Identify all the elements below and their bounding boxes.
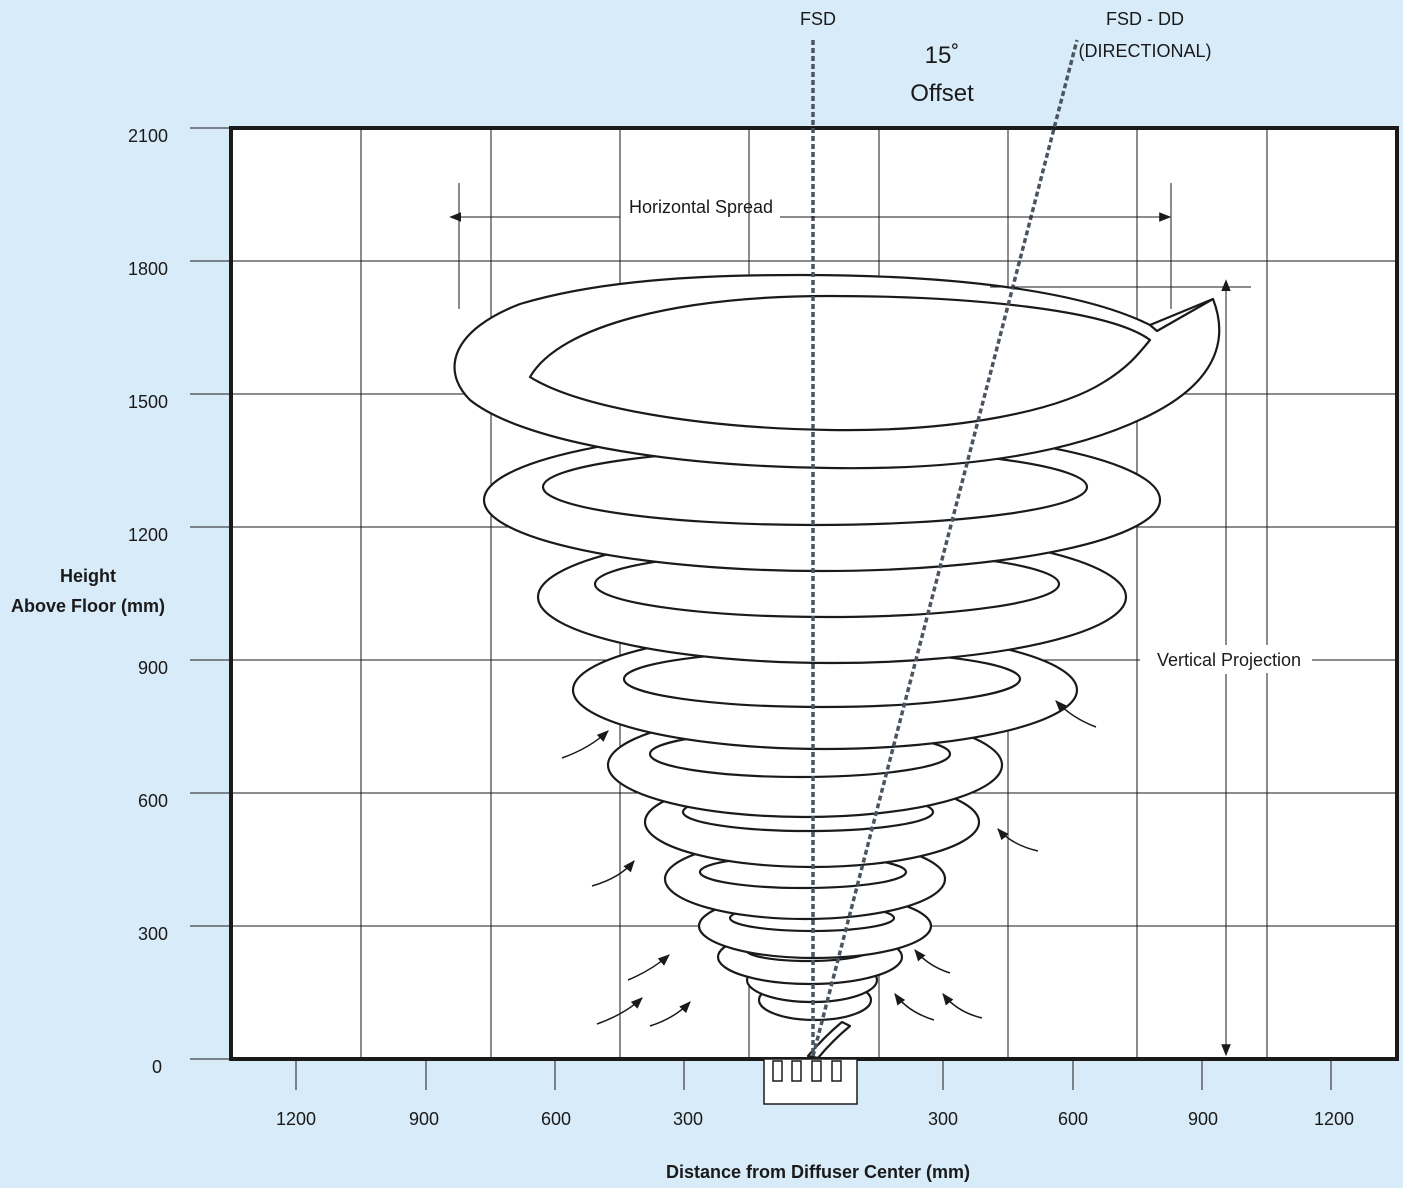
y-axis-ticks: 2100 1800 1500 1200 900 600 300 0 bbox=[128, 126, 168, 1077]
vertical-projection-dimension bbox=[990, 279, 1251, 1057]
x-axis-title: Distance from Diffuser Center (mm) bbox=[666, 1162, 970, 1182]
inflow-arrow-icon bbox=[997, 828, 1039, 852]
offset-degree-label: 15˚ bbox=[925, 42, 960, 69]
y-tick: 2100 bbox=[128, 126, 168, 146]
y-axis-title-line1: Height bbox=[60, 566, 116, 586]
x-tick: 300 bbox=[928, 1109, 958, 1129]
inflow-arrow-icon bbox=[914, 949, 951, 974]
fsd-dd-axis-line bbox=[811, 39, 1079, 1057]
x-axis-tick-marks bbox=[295, 1059, 1332, 1090]
inflow-arrow-icon bbox=[942, 993, 983, 1019]
x-tick: 600 bbox=[1058, 1109, 1088, 1129]
x-tick: 300 bbox=[673, 1109, 703, 1129]
y-tick: 1800 bbox=[128, 259, 168, 279]
x-tick: 1200 bbox=[276, 1109, 316, 1129]
y-axis-title-line2: Above Floor (mm) bbox=[11, 596, 165, 616]
fsd-dd-label: FSD - DD bbox=[1106, 9, 1184, 29]
inflow-arrow-icon bbox=[894, 993, 935, 1021]
grid bbox=[190, 127, 1397, 1060]
inflow-arrow-icon bbox=[1055, 700, 1097, 728]
diffuser-icon bbox=[763, 1058, 858, 1105]
inflow-arrow-icon bbox=[591, 860, 635, 887]
y-tick: 1200 bbox=[128, 525, 168, 545]
inflow-arrow-icon bbox=[627, 954, 670, 981]
y-tick: 0 bbox=[152, 1057, 162, 1077]
x-tick: 900 bbox=[1188, 1109, 1218, 1129]
fsd-label: FSD bbox=[800, 9, 836, 29]
vertical-projection-label-bg bbox=[1140, 645, 1312, 673]
horizontal-spread-dimension bbox=[449, 183, 1172, 309]
spiral-airflow-icon bbox=[453, 273, 1221, 1060]
x-tick: 900 bbox=[409, 1109, 439, 1129]
inflow-arrows bbox=[561, 700, 1097, 1027]
horizontal-spread-label: Horizontal Spread bbox=[629, 197, 773, 217]
x-tick: 1200 bbox=[1314, 1109, 1354, 1129]
offset-word-label: Offset bbox=[910, 80, 974, 107]
vertical-projection-label: Vertical Projection bbox=[1157, 650, 1301, 670]
y-tick: 600 bbox=[138, 791, 168, 811]
inflow-arrow-icon bbox=[561, 730, 609, 759]
y-tick: 1500 bbox=[128, 392, 168, 412]
fsd-dd-directional-label: (DIRECTIONAL) bbox=[1078, 41, 1211, 61]
inflow-arrow-icon bbox=[596, 997, 643, 1025]
inflow-arrow-icon bbox=[649, 1001, 691, 1027]
x-tick: 600 bbox=[541, 1109, 571, 1129]
y-tick: 900 bbox=[138, 658, 168, 678]
y-tick: 300 bbox=[138, 924, 168, 944]
x-axis-ticks: 1200 900 600 300 300 600 900 1200 bbox=[276, 1109, 1354, 1129]
